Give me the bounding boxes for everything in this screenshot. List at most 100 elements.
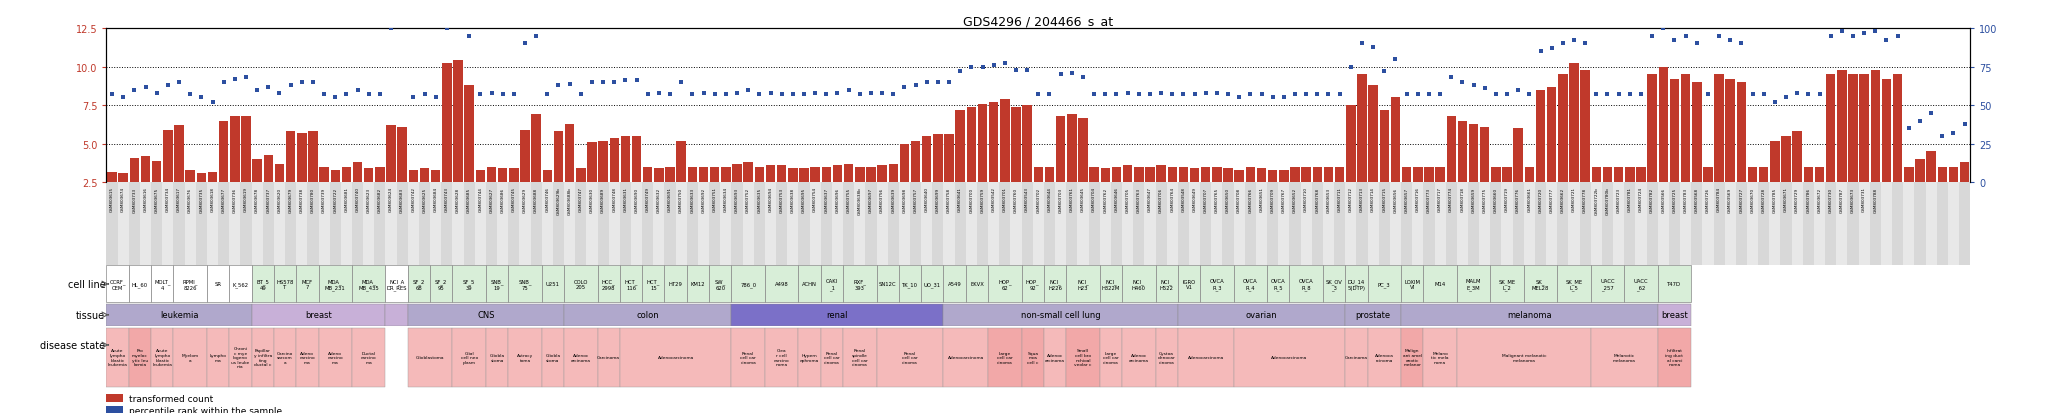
Bar <box>1659 67 1667 183</box>
Bar <box>633 137 641 183</box>
Bar <box>676 183 686 265</box>
Bar <box>1346 106 1356 183</box>
Text: breast: breast <box>1661 311 1688 320</box>
Bar <box>430 266 453 303</box>
Text: GSM803693: GSM803693 <box>735 187 739 212</box>
Point <box>262 90 295 97</box>
Text: SK_ME
L_5: SK_ME L_5 <box>1565 278 1583 290</box>
Text: GSM803777: GSM803777 <box>1550 187 1554 212</box>
Bar <box>385 183 397 265</box>
Bar <box>1692 83 1702 183</box>
Bar <box>987 328 1022 387</box>
Bar <box>385 266 408 303</box>
Bar <box>977 183 987 265</box>
Text: GSM803748: GSM803748 <box>612 187 616 212</box>
Point <box>1446 79 1479 86</box>
Text: HS578
T: HS578 T <box>276 279 293 290</box>
Bar <box>1100 266 1122 303</box>
Bar <box>543 328 563 387</box>
Point <box>1948 121 1980 128</box>
Text: MDA_
MB_435: MDA_ MB_435 <box>358 278 379 290</box>
Point <box>608 78 641 85</box>
Bar <box>1950 168 1958 183</box>
Text: GSM803709: GSM803709 <box>1270 187 1274 212</box>
Bar <box>1591 168 1602 183</box>
Text: GSM803756: GSM803756 <box>881 187 885 212</box>
Text: GSM803762: GSM803762 <box>1104 187 1108 212</box>
Bar <box>1491 168 1501 183</box>
Point <box>1782 90 1815 97</box>
Text: SNB_
19: SNB_ 19 <box>489 278 504 290</box>
Text: colon: colon <box>637 311 659 320</box>
Bar <box>1190 169 1200 183</box>
Bar <box>430 171 440 183</box>
Bar <box>408 304 563 326</box>
Point <box>475 90 508 97</box>
Bar <box>1233 183 1245 265</box>
Bar <box>252 266 274 303</box>
Bar <box>1401 304 1657 326</box>
Bar <box>766 166 776 183</box>
Text: GSM803623: GSM803623 <box>367 187 371 212</box>
Point <box>1546 41 1579 47</box>
Bar <box>799 183 809 265</box>
Bar <box>598 183 608 265</box>
Text: NCI_
H226: NCI_ H226 <box>1049 278 1063 290</box>
Bar <box>1724 183 1737 265</box>
Bar <box>252 183 262 265</box>
Bar <box>352 266 385 303</box>
Bar <box>721 168 731 183</box>
Point <box>1044 72 1077 78</box>
Bar <box>340 183 352 265</box>
Bar <box>1456 266 1491 303</box>
Bar <box>1034 168 1042 183</box>
Text: GSM803755: GSM803755 <box>846 187 850 212</box>
Bar <box>408 183 420 265</box>
Bar <box>129 266 152 303</box>
Text: CAKI
_1: CAKI _1 <box>825 278 838 290</box>
Bar <box>1446 183 1456 265</box>
Bar <box>877 183 887 265</box>
Point <box>408 92 440 98</box>
Bar <box>1960 183 1970 265</box>
Bar <box>1200 266 1233 303</box>
Point <box>385 24 418 31</box>
Bar <box>1536 90 1546 183</box>
Bar <box>207 328 229 387</box>
Text: GSM803752: GSM803752 <box>745 187 750 212</box>
Point <box>1559 38 1591 45</box>
Point <box>831 87 864 94</box>
Bar <box>106 394 123 402</box>
Bar <box>586 183 598 265</box>
Text: GSM803698: GSM803698 <box>903 187 907 212</box>
Bar <box>1569 183 1579 265</box>
Text: OVCA
R_5: OVCA R_5 <box>1272 278 1286 290</box>
Bar <box>453 266 485 303</box>
Bar <box>1022 106 1032 183</box>
Bar <box>385 304 408 326</box>
Point <box>989 61 1022 68</box>
Bar <box>1145 183 1155 265</box>
Bar <box>1233 266 1268 303</box>
Text: GSM803759: GSM803759 <box>981 187 985 212</box>
Bar <box>666 168 674 183</box>
Bar <box>297 183 307 265</box>
Text: GSM803736: GSM803736 <box>233 187 238 212</box>
Bar <box>1401 183 1413 265</box>
Point <box>766 92 799 98</box>
Text: Large
cell car
cinoma: Large cell car cinoma <box>997 351 1012 364</box>
Point <box>809 92 842 98</box>
Bar <box>297 328 319 387</box>
Bar <box>530 115 541 183</box>
Text: SK_ME
L_2: SK_ME L_2 <box>1499 278 1516 290</box>
Text: GSM803689: GSM803689 <box>602 187 604 212</box>
Point <box>866 90 899 97</box>
Bar <box>129 158 139 183</box>
Bar <box>1714 183 1724 265</box>
Text: GSM803638b: GSM803638b <box>858 187 862 215</box>
Text: GSM803620: GSM803620 <box>276 187 281 212</box>
Bar <box>1178 183 1190 265</box>
Bar <box>999 183 1010 265</box>
Point <box>530 92 563 98</box>
Text: GSM803784: GSM803784 <box>1716 187 1720 212</box>
